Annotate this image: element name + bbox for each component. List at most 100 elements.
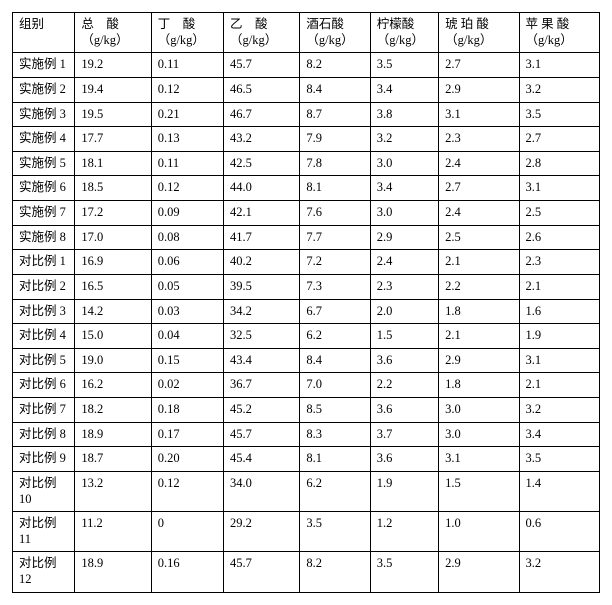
value-cell: 1.4	[519, 471, 599, 511]
col-header-line1: 乙 酸	[230, 17, 293, 33]
value-cell: 44.0	[224, 176, 300, 201]
value-cell: 1.6	[519, 299, 599, 324]
col-header-group: 组别	[13, 13, 75, 53]
col-header-line1: 琥 珀 酸	[445, 17, 512, 33]
value-cell: 0.17	[151, 422, 223, 447]
value-cell: 46.7	[224, 102, 300, 127]
value-cell: 45.7	[224, 552, 300, 592]
value-cell: 2.2	[370, 373, 438, 398]
value-cell: 0.15	[151, 348, 223, 373]
value-cell: 2.1	[439, 324, 519, 349]
value-cell: 3.6	[370, 447, 438, 472]
col-header-line2: （g/kg）	[158, 33, 217, 49]
value-cell: 39.5	[224, 274, 300, 299]
value-cell: 0.05	[151, 274, 223, 299]
row-label-cell: 实施例 6	[13, 176, 75, 201]
value-cell: 2.2	[439, 274, 519, 299]
value-cell: 3.0	[370, 201, 438, 226]
value-cell: 3.4	[370, 77, 438, 102]
col-header-line2: （g/kg）	[230, 33, 293, 49]
value-cell: 6.2	[300, 324, 370, 349]
value-cell: 2.8	[519, 151, 599, 176]
value-cell: 45.7	[224, 53, 300, 78]
value-cell: 2.4	[439, 151, 519, 176]
value-cell: 0.13	[151, 127, 223, 152]
value-cell: 16.5	[75, 274, 151, 299]
value-cell: 46.5	[224, 77, 300, 102]
value-cell: 45.7	[224, 422, 300, 447]
col-header-line1: 柠檬酸	[377, 17, 432, 33]
table-row: 实施例 618.50.1244.08.13.42.73.1	[13, 176, 600, 201]
value-cell: 2.1	[439, 250, 519, 275]
value-cell: 2.3	[519, 250, 599, 275]
value-cell: 0.12	[151, 77, 223, 102]
value-cell: 0.11	[151, 151, 223, 176]
col-header-line2: （g/kg）	[306, 33, 363, 49]
value-cell: 0.12	[151, 471, 223, 511]
table-row: 对比例 1013.20.1234.06.21.91.51.4	[13, 471, 600, 511]
value-cell: 8.3	[300, 422, 370, 447]
row-label-cell: 实施例 4	[13, 127, 75, 152]
value-cell: 34.2	[224, 299, 300, 324]
value-cell: 3.0	[439, 398, 519, 423]
col-header-line1: 组别	[19, 17, 68, 33]
row-label-cell: 对比例 11	[13, 512, 75, 552]
value-cell: 7.9	[300, 127, 370, 152]
row-label-cell: 实施例 1	[13, 53, 75, 78]
row-label-cell: 实施例 2	[13, 77, 75, 102]
value-cell: 18.9	[75, 422, 151, 447]
value-cell: 3.7	[370, 422, 438, 447]
value-cell: 0.08	[151, 225, 223, 250]
value-cell: 7.6	[300, 201, 370, 226]
value-cell: 2.3	[370, 274, 438, 299]
row-label-cell: 对比例 7	[13, 398, 75, 423]
table-row: 实施例 518.10.1142.57.83.02.42.8	[13, 151, 600, 176]
value-cell: 1.0	[439, 512, 519, 552]
value-cell: 43.4	[224, 348, 300, 373]
row-label-cell: 实施例 8	[13, 225, 75, 250]
value-cell: 3.1	[519, 176, 599, 201]
value-cell: 3.6	[370, 348, 438, 373]
value-cell: 17.2	[75, 201, 151, 226]
row-label-cell: 对比例 10	[13, 471, 75, 511]
value-cell: 18.1	[75, 151, 151, 176]
value-cell: 0.6	[519, 512, 599, 552]
value-cell: 40.2	[224, 250, 300, 275]
value-cell: 8.7	[300, 102, 370, 127]
value-cell: 18.2	[75, 398, 151, 423]
value-cell: 8.5	[300, 398, 370, 423]
value-cell: 1.2	[370, 512, 438, 552]
value-cell: 1.8	[439, 373, 519, 398]
value-cell: 2.9	[439, 348, 519, 373]
value-cell: 0.11	[151, 53, 223, 78]
col-header-line1: 酒石酸	[306, 17, 363, 33]
table-header-row: 组别 总 酸 （g/kg） 丁 酸 （g/kg） 乙 酸 （g/kg） 酒石酸 …	[13, 13, 600, 53]
value-cell: 2.7	[439, 176, 519, 201]
value-cell: 1.9	[370, 471, 438, 511]
col-header-malic-acid: 苹 果 酸 （g/kg）	[519, 13, 599, 53]
value-cell: 17.7	[75, 127, 151, 152]
value-cell: 3.0	[370, 151, 438, 176]
table-row: 对比例 616.20.0236.77.02.21.82.1	[13, 373, 600, 398]
row-label-cell: 实施例 3	[13, 102, 75, 127]
value-cell: 2.1	[519, 274, 599, 299]
value-cell: 7.3	[300, 274, 370, 299]
value-cell: 0.16	[151, 552, 223, 592]
table-row: 对比例 314.20.0334.26.72.01.81.6	[13, 299, 600, 324]
value-cell: 29.2	[224, 512, 300, 552]
value-cell: 8.2	[300, 552, 370, 592]
table-row: 对比例 818.90.1745.78.33.73.03.4	[13, 422, 600, 447]
value-cell: 7.8	[300, 151, 370, 176]
value-cell: 14.2	[75, 299, 151, 324]
value-cell: 7.2	[300, 250, 370, 275]
value-cell: 11.2	[75, 512, 151, 552]
acid-content-table: 组别 总 酸 （g/kg） 丁 酸 （g/kg） 乙 酸 （g/kg） 酒石酸 …	[12, 12, 600, 593]
value-cell: 15.0	[75, 324, 151, 349]
value-cell: 18.5	[75, 176, 151, 201]
value-cell: 3.5	[370, 552, 438, 592]
value-cell: 3.5	[519, 102, 599, 127]
value-cell: 45.2	[224, 398, 300, 423]
value-cell: 0.12	[151, 176, 223, 201]
table-row: 对比例 415.00.0432.56.21.52.11.9	[13, 324, 600, 349]
row-label-cell: 对比例 5	[13, 348, 75, 373]
